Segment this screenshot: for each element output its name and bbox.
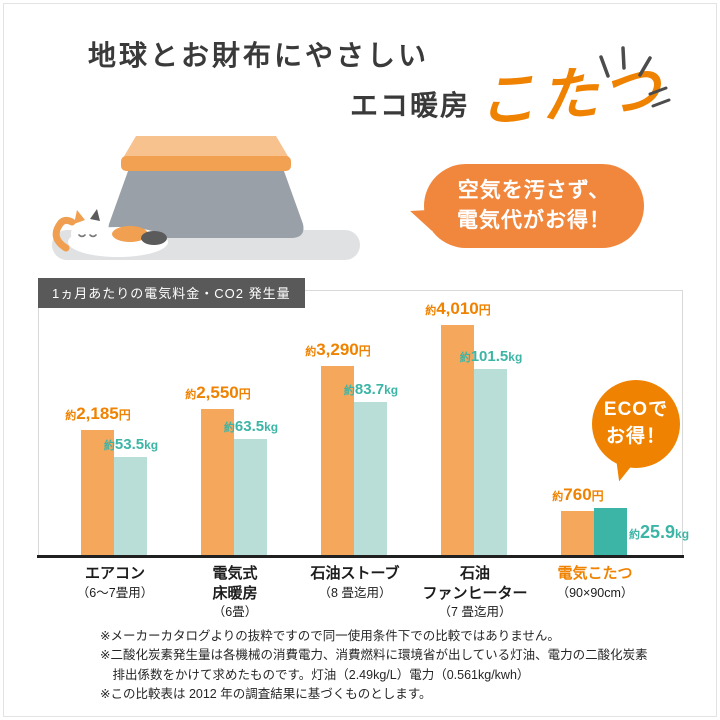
- price-value-unit: 円: [238, 387, 251, 401]
- chart-region: [38, 290, 683, 556]
- category-label-line: 電気式: [212, 565, 258, 582]
- price-value-unit: 円: [478, 303, 491, 317]
- co2-value: 約53.5kg: [104, 436, 158, 454]
- price-value-unit: 円: [591, 489, 604, 503]
- bar-group: 約2,185円 約53.5kg: [55, 288, 175, 555]
- bar-group: 約2,550円 約63.5kg: [175, 288, 295, 555]
- category-label: 電気こたつ （90×90cm）: [535, 564, 655, 602]
- price-value-num: 3,290: [316, 340, 359, 359]
- category-label-line: （8 畳迄用）: [318, 585, 392, 600]
- co2-bar: [474, 369, 507, 555]
- co2-value-yaku: 約: [223, 422, 235, 434]
- eco-badge-line: ECOで: [603, 399, 669, 421]
- price-value-unit: 円: [118, 408, 131, 422]
- category-label: 石油ファンヒーター （7 畳迄用）: [415, 564, 535, 621]
- speech-bubble-line: 空気を汚さず、: [457, 178, 611, 202]
- co2-value: 約101.5kg: [460, 348, 523, 366]
- co2-value: 約63.5kg: [224, 418, 278, 436]
- price-bar: [201, 409, 234, 555]
- sparkle-icon: [599, 46, 671, 108]
- co2-bar: [114, 457, 147, 555]
- price-value-yaku: 約: [305, 346, 317, 358]
- subtitle-text: エコ暖房: [350, 90, 471, 121]
- price-value-num: 2,185: [76, 404, 119, 423]
- category-label-line: （7 畳迄用）: [438, 605, 512, 619]
- price-bar: [81, 430, 114, 555]
- price-value-num: 760: [563, 485, 592, 504]
- footnote: ※この比較表は 2012 年の調査結果に基づくものとします。: [100, 687, 432, 702]
- price-value-unit: 円: [358, 344, 371, 358]
- price-value: 約2,185円: [65, 404, 131, 424]
- co2-bar: [234, 439, 267, 555]
- price-value-yaku: 約: [185, 389, 197, 401]
- co2-value-unit: kg: [144, 438, 159, 452]
- category-label-line: 床暖房: [212, 584, 258, 602]
- price-value-num: 4,010: [436, 299, 479, 318]
- category-label-line: 石油ストーブ: [310, 565, 400, 582]
- price-value: 約2,550円: [185, 383, 251, 403]
- main-title: 地球とお財布にやさしい: [88, 40, 430, 71]
- category-label-line: （6畳）: [212, 605, 258, 619]
- bar-group: 約4,010円 約101.5kg: [415, 288, 535, 555]
- co2-value-unit: kg: [384, 383, 399, 397]
- speech-bubble: 空気を汚さず、 電気代がお得！: [424, 164, 644, 248]
- speech-bubble-line: 電気代がお得！: [457, 209, 611, 232]
- co2-value-yaku: 約: [629, 529, 640, 541]
- co2-value-yaku: 約: [459, 352, 471, 364]
- category-label: エアコン （6～7畳用）: [55, 564, 175, 602]
- category-label-line: （90×90cm）: [556, 585, 634, 600]
- price-bar: [441, 325, 474, 555]
- price-value-num: 2,550: [196, 383, 239, 402]
- footnote: ※メーカーカタログよりの抜粋ですので同一使用条件下での比較ではありません。: [100, 629, 560, 643]
- bar-group: 約3,290円 約83.7kg: [295, 288, 415, 555]
- price-value-yaku: 約: [425, 305, 437, 317]
- co2-value-yaku: 約: [343, 385, 355, 397]
- co2-value-num: 101.5: [470, 348, 509, 365]
- category-label-line: ファンヒーター: [422, 584, 528, 602]
- category-label-line: （6～7畳用）: [76, 585, 154, 600]
- co2-value: 約83.7kg: [344, 381, 398, 399]
- category-label: 電気式床暖房 （6畳）: [175, 564, 295, 621]
- category-label: 石油ストーブ （8 畳迄用）: [295, 564, 415, 602]
- price-value: 約4,010円: [425, 299, 491, 319]
- chart-title: 1ヵ月あたりの電気料金・CO2 発生量: [38, 278, 305, 308]
- co2-value-num: 25.9: [640, 522, 676, 542]
- price-value-yaku: 約: [65, 410, 77, 422]
- co2-value-unit: kg: [675, 527, 690, 541]
- bar-group: 約760円 約25.9kg: [535, 288, 689, 555]
- footnote: ※二酸化炭素発生量は各機械の消費電力、消費燃料に環境省が出している灯油、電力の二…: [100, 648, 648, 682]
- price-bar: [321, 366, 354, 555]
- price-value: 約3,290円: [305, 340, 371, 360]
- price-value: 約760円: [552, 485, 603, 505]
- co2-value-num: 83.7: [354, 381, 385, 398]
- cat-icon: [52, 209, 168, 257]
- price-bar: [561, 511, 594, 555]
- eco-badge-tail: [612, 458, 635, 484]
- eco-badge: ECOで お得！: [592, 380, 680, 484]
- co2-value-unit: kg: [508, 350, 523, 364]
- category-label-line: 石油: [459, 565, 490, 582]
- co2-value: 約25.9kg: [629, 522, 689, 543]
- co2-value-unit: kg: [264, 420, 279, 434]
- kotatsu-cat-illustration: [52, 136, 360, 260]
- price-value-yaku: 約: [552, 491, 564, 503]
- co2-value-yaku: 約: [103, 440, 115, 452]
- footnotes: ※メーカーカタログよりの抜粋ですので同一使用条件下での比較ではありません。 ※二酸…: [100, 627, 648, 705]
- chart-baseline: [37, 555, 684, 558]
- category-label-line: エアコン: [84, 565, 145, 582]
- co2-value-num: 53.5: [114, 436, 145, 453]
- co2-value-num: 63.5: [234, 418, 265, 435]
- co2-bar: [594, 508, 627, 555]
- eco-badge-line: お得！: [605, 426, 666, 447]
- co2-bar: [354, 402, 387, 555]
- subtitle: エコ暖房 こたつ: [350, 57, 666, 135]
- category-label-line: 電気こたつ: [557, 565, 633, 582]
